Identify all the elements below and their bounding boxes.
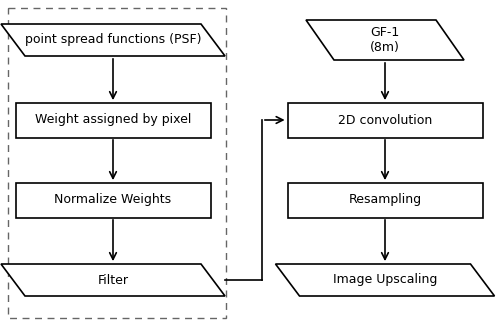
- Text: Image Upscaling: Image Upscaling: [333, 274, 437, 287]
- Text: 2D convolution: 2D convolution: [338, 114, 432, 127]
- Bar: [8, 8, 226, 318]
- Bar: [288, 182, 482, 217]
- Polygon shape: [276, 264, 494, 296]
- Bar: [16, 103, 210, 138]
- Polygon shape: [1, 264, 225, 296]
- Polygon shape: [1, 24, 225, 56]
- Bar: [16, 182, 210, 217]
- Text: Resampling: Resampling: [348, 193, 422, 206]
- Text: point spread functions (PSF): point spread functions (PSF): [25, 33, 201, 46]
- Text: Normalize Weights: Normalize Weights: [54, 193, 172, 206]
- Text: Filter: Filter: [98, 274, 128, 287]
- Text: GF-1
(8m): GF-1 (8m): [370, 26, 400, 54]
- Bar: [288, 103, 482, 138]
- Polygon shape: [306, 20, 464, 60]
- Text: Weight assigned by pixel: Weight assigned by pixel: [35, 114, 191, 127]
